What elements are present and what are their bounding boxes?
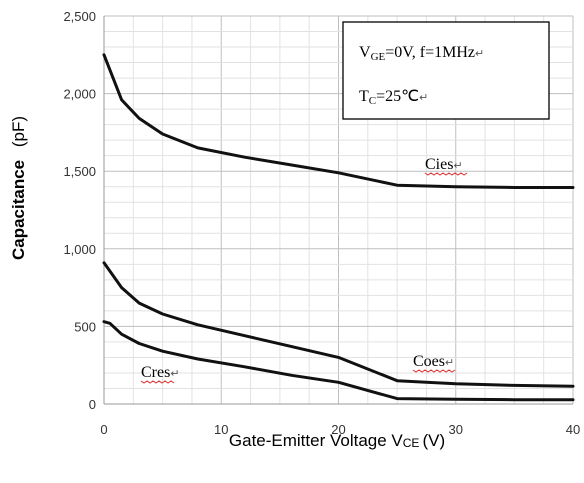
y-tick-label: 500 [74,319,96,334]
y-tick-label: 1,500 [63,164,96,179]
series-label-coes: Coes↵ [412,353,456,373]
y-tick-label: 2,000 [63,87,96,102]
x-tick-label: 40 [566,422,580,437]
svg-text:Cres↵: Cres↵ [141,364,180,381]
axes [103,16,573,405]
svg-text:Cies↵: Cies↵ [425,156,463,173]
x-axis-title-sub: CE [403,436,420,450]
y-tick-label: 1,000 [63,242,96,257]
x-tick-label: 30 [449,422,463,437]
series-line-coes [102,261,575,388]
x-tick-labels: 0 10 20 30 40 [100,422,580,437]
y-tick-label: 2,500 [63,9,96,24]
x-tick-label: 10 [214,422,228,437]
series-line-cres [102,320,575,402]
y-axis-title-unit: (pF) [9,116,28,147]
conditions-box: VGE=0V, f=1MHz↵ TC=25℃↵ [342,21,550,120]
y-axis-title: Capacitance (pF) [9,116,28,260]
series-label-cies: Cies↵ [424,156,468,176]
y-tick-labels: 0 500 1,000 1,500 2,000 2,500 [63,9,96,412]
series-label-cres: Cres↵ [140,364,180,384]
svg-text:Capacitance (pF): Capacitance (pF) [9,116,28,260]
x-axis-title-unit: (V) [422,431,445,450]
series-lines [102,53,575,402]
series-line-cies [102,53,575,189]
x-tick-label: 20 [331,422,345,437]
conditions-line-tc: TC=25℃↵ [359,88,428,107]
x-axis-title-main: Gate-Emitter Voltage V [229,431,404,450]
y-axis-title-main: Capacitance [9,160,28,260]
x-tick-label: 0 [100,422,107,437]
svg-text:Coes↵: Coes↵ [413,353,454,370]
y-tick-label: 0 [89,397,96,412]
conditions-line-vge: VGE=0V, f=1MHz↵ [359,44,484,63]
x-axis-title: Gate-Emitter Voltage VCE (V) [229,431,445,450]
